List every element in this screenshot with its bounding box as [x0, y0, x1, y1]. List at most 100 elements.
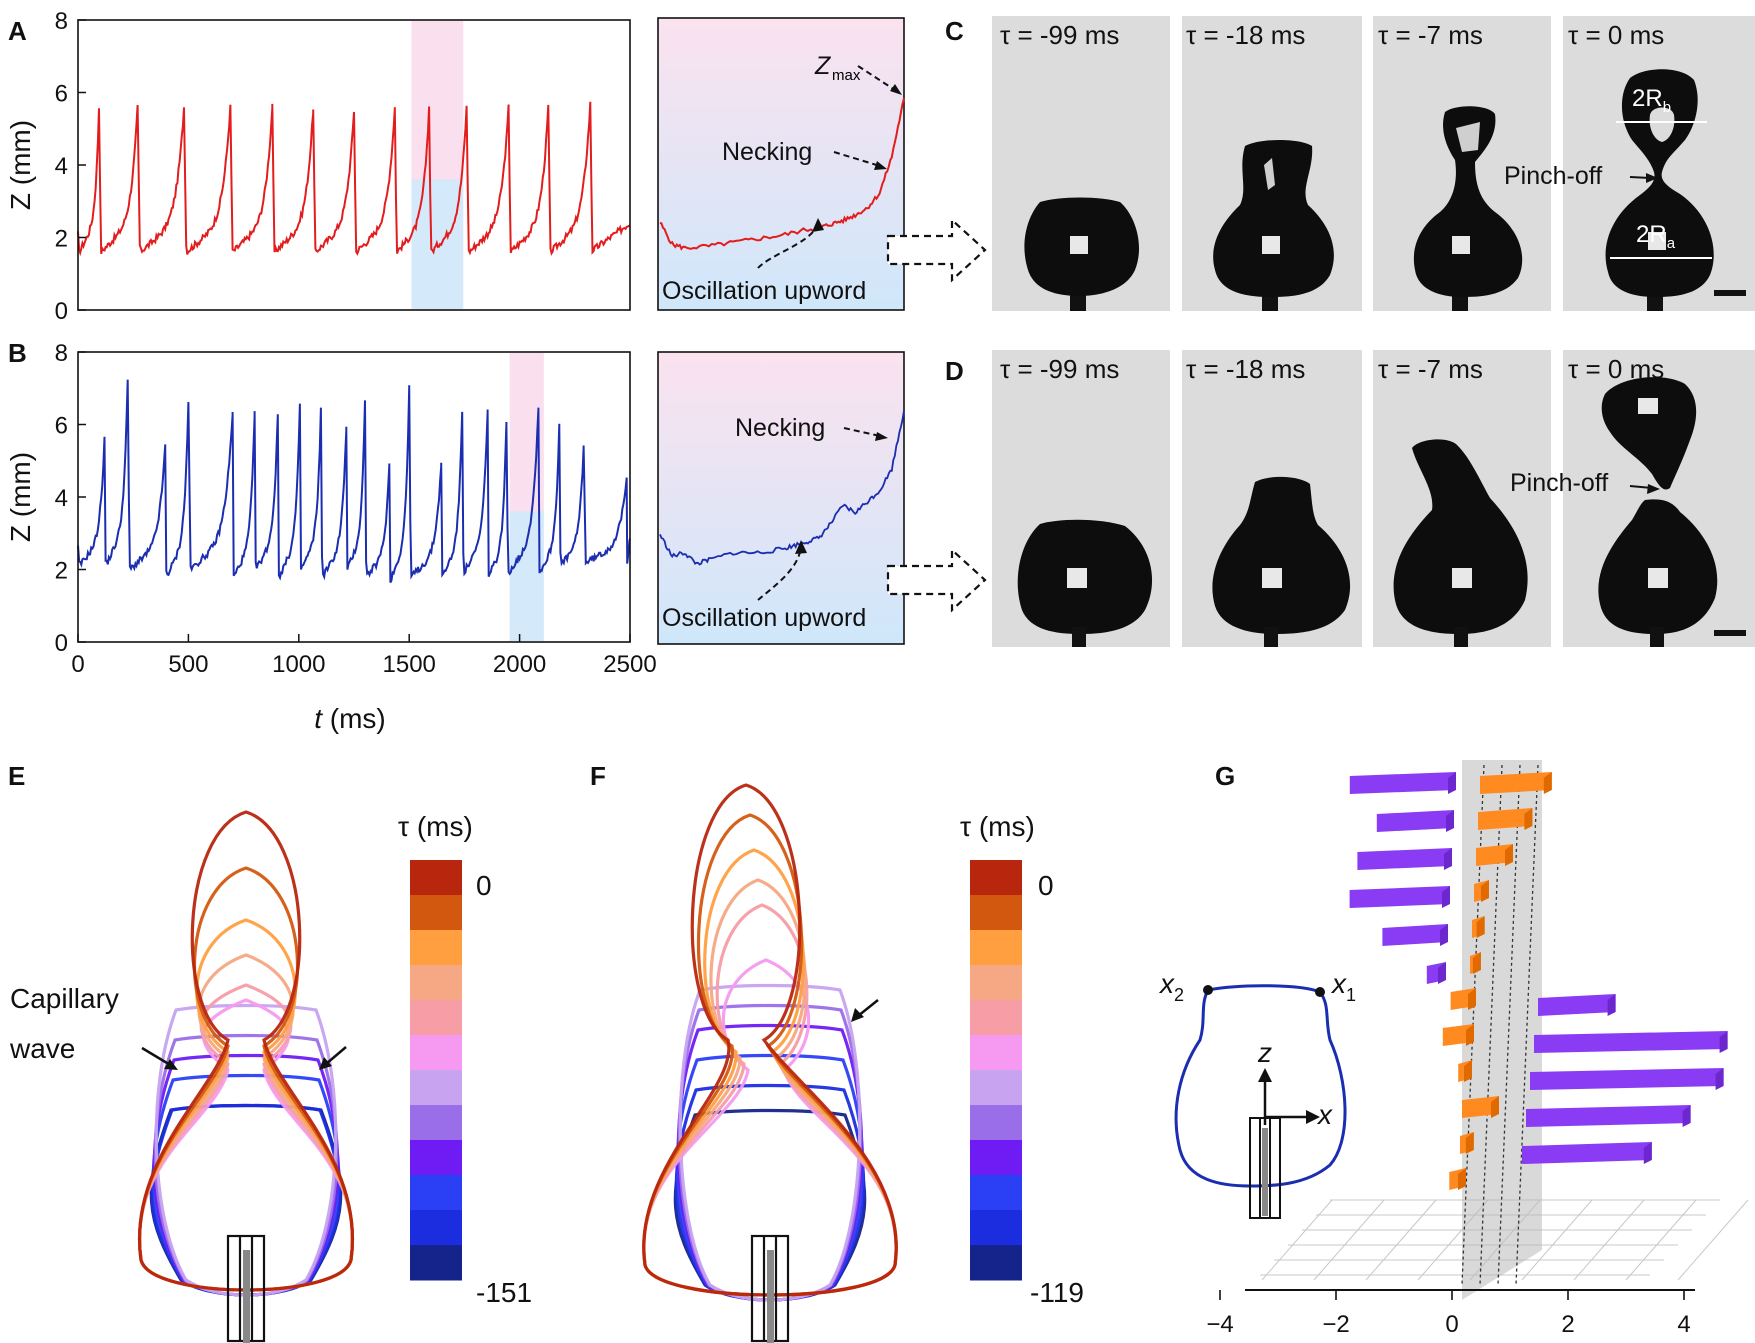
g-dash-guide-3	[1515, 764, 1539, 1286]
highlight-d3	[1452, 568, 1472, 588]
b-xtick-label-4: 2000	[493, 651, 546, 678]
f-contour-0	[642, 783, 898, 1297]
oscillation-arrowhead-a	[812, 218, 824, 232]
g-bar-x1-2-side	[1715, 1068, 1724, 1090]
panel-b-zoom: Necking Oscillation upword	[657, 351, 905, 645]
arrow-a-to-c	[886, 217, 987, 283]
panel-a-chart: 0 2 4 6 8 Z (mm)	[5, 8, 631, 325]
e-colorbar-segment-10	[410, 1210, 462, 1246]
drop-d4-bottom	[1598, 499, 1718, 634]
g-bar-diff-11-side	[1458, 1168, 1466, 1190]
capillary-arrowhead-right	[319, 1057, 332, 1070]
hole-c4	[1649, 107, 1675, 142]
x1-label-sub: 1	[1346, 985, 1356, 1005]
g-floor-col-1	[1313, 1199, 1385, 1281]
inset-z-arrowhead	[1258, 1068, 1272, 1082]
colorbar-title-f: τ (ms)	[960, 811, 1035, 842]
g-bar-x2-4	[1382, 924, 1448, 946]
f-colorbar-segment-7	[970, 1105, 1022, 1141]
panel-letter-a: A	[8, 16, 27, 46]
a-ytick-label-1: 2	[55, 226, 68, 253]
highlight-c4	[1648, 232, 1666, 250]
highlight-blue-b	[509, 511, 544, 641]
zoom-background-b	[657, 351, 905, 645]
colorbar-f	[970, 860, 1022, 1281]
f-colorbar-segment-6	[970, 1070, 1022, 1106]
g-bar-x1-0-side	[1607, 994, 1616, 1016]
needles-d	[1072, 627, 1664, 647]
necking-arrow-a	[833, 151, 881, 167]
e-colorbar-segment-9	[410, 1175, 462, 1211]
g-bar-diff-1-side	[1524, 808, 1533, 830]
x-axis-label-t: t	[314, 703, 323, 734]
g-bar-x2-3-side	[1442, 886, 1450, 908]
inset-x-label: x	[1316, 1099, 1333, 1130]
zmax-sub-label: max	[832, 67, 861, 84]
g-floor-col-5	[1521, 1199, 1593, 1281]
bars-x1	[1522, 994, 1728, 1164]
zmax-arrowhead	[890, 84, 902, 95]
a-ytick-label-3: 6	[55, 81, 68, 108]
x-ticks-b: 0 500 1000 1500 2000 2500	[71, 634, 657, 678]
highlight-d4b	[1638, 398, 1658, 414]
panel-letter-e: E	[8, 761, 25, 791]
g-bar-diff-2-side	[1505, 844, 1513, 866]
frame-label-d2: τ = -18 ms	[1186, 354, 1305, 384]
f-colorbar-segment-3	[970, 965, 1022, 1001]
colorbar-bottom-f: -119	[1030, 1277, 1084, 1308]
capillary-arrow-right	[325, 1046, 347, 1065]
e-colorbar-segment-2	[410, 930, 462, 966]
highlight-c2	[1262, 236, 1280, 254]
b-ytick-label-3: 6	[55, 413, 68, 440]
pinch-label-d: Pinch-off	[1510, 469, 1608, 497]
f-colorbar-segment-4	[970, 1000, 1022, 1036]
x-axis-label-unit: (ms)	[322, 703, 386, 734]
necking-label-a: Necking	[722, 138, 812, 166]
g-bar-x2-1-side	[1446, 810, 1454, 832]
f-colorbar-segment-5	[970, 1035, 1022, 1071]
g-bar-diff-9	[1462, 1096, 1499, 1118]
drop-c2	[1213, 140, 1334, 297]
e-colorbar-segment-11	[410, 1245, 462, 1281]
pinch-arrowhead-d	[1647, 484, 1660, 494]
x2-label: x2	[1158, 968, 1184, 1005]
g-bar-x2-3	[1349, 886, 1450, 908]
g-bar-diff-3-side	[1480, 880, 1489, 902]
f-contour-6	[678, 983, 862, 1302]
g-xtick-label-3: 2	[1561, 1311, 1574, 1338]
e-colorbar-segment-4	[410, 1000, 462, 1036]
series-line-b	[77, 379, 631, 584]
g-bar-x2-4-side	[1440, 924, 1448, 946]
f-colorbar-segment-1	[970, 895, 1022, 931]
f-colorbar-segment-2	[970, 930, 1022, 966]
oscillation-arrowhead-b	[795, 540, 807, 554]
e-contour-0	[137, 810, 355, 1292]
drop-c3	[1413, 106, 1523, 297]
highlight-d1	[1067, 568, 1087, 588]
g-floor-col-0	[1261, 1199, 1333, 1281]
capillary-label-line1: Capillary	[10, 983, 119, 1014]
g-bar-diff-9-side	[1491, 1096, 1499, 1118]
drop-d2	[1212, 476, 1351, 634]
g-bar-diff-8-side	[1464, 1060, 1472, 1082]
inset-needle-core	[1262, 1128, 1268, 1216]
e-contour-6	[154, 1003, 338, 1297]
highlight-c1	[1070, 236, 1088, 254]
necking-arrow-b	[843, 427, 881, 437]
f-colorbar-segment-8	[970, 1140, 1022, 1176]
capillary-arrow-left	[141, 1046, 173, 1068]
oscillation-label-a: Oscillation upword	[662, 277, 866, 305]
drop-c4	[1605, 69, 1714, 297]
panel-b-chart: 0 2 4 6 8 0 500 1000 1500 2000 2500 Z (mm) t (ms)	[5, 340, 657, 734]
g-dash-guide-2	[1497, 764, 1521, 1286]
pinch-arrowhead-c	[1646, 173, 1658, 183]
drop-d4-top	[1601, 377, 1697, 490]
frame-label-c3: τ = -7 ms	[1378, 20, 1483, 50]
b-ytick-label-1: 2	[55, 558, 68, 585]
panel-g-chart: −4 −2 0 2 4 x2 x1 z x	[1158, 760, 1749, 1338]
g-bar-x2-0	[1349, 772, 1456, 794]
rb-label-sub: b	[1663, 99, 1671, 116]
g-bar-x1-3-side	[1682, 1105, 1691, 1127]
b-ytick-label-0: 0	[55, 630, 68, 657]
ra-label-main: 2R	[1636, 221, 1667, 248]
